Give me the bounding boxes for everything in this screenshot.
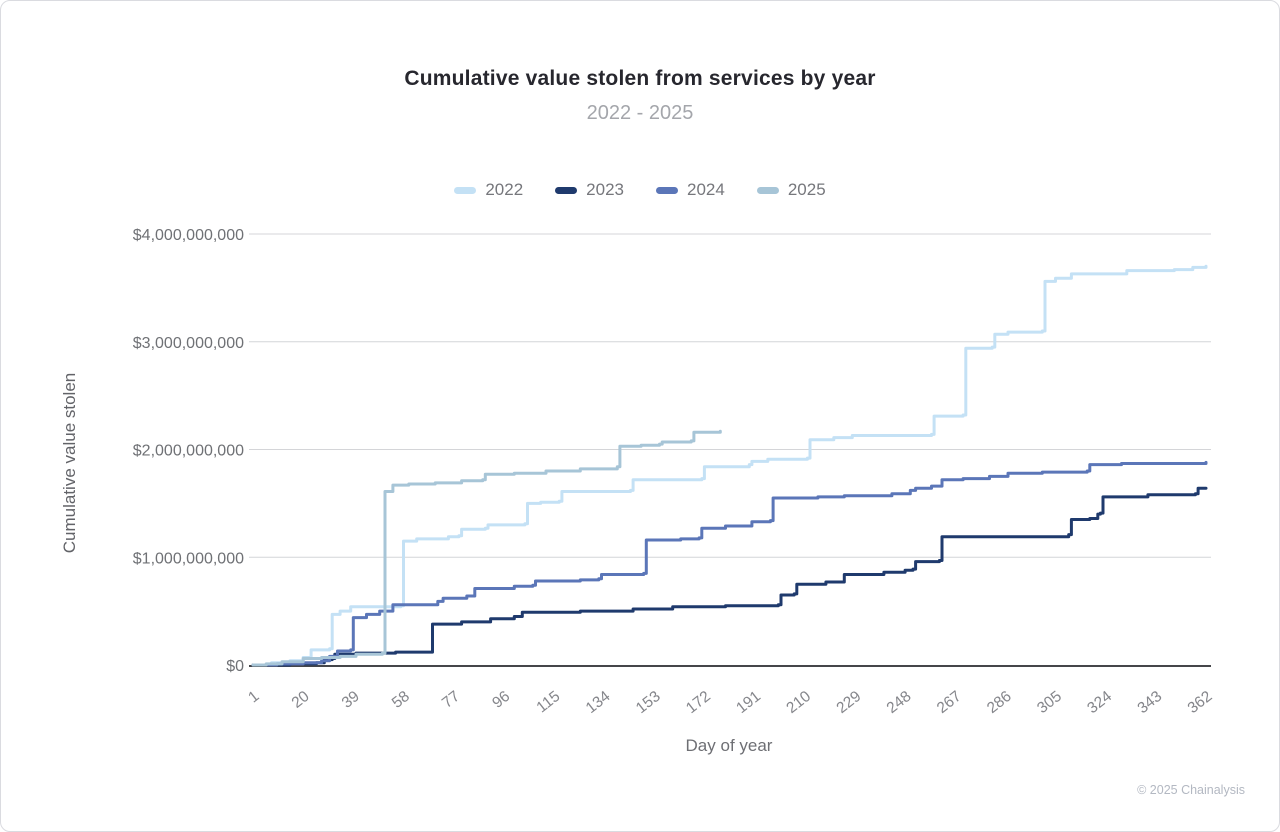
legend-item-2023[interactable]: 2023 — [555, 180, 624, 200]
y-axis-title: Cumulative value stolen — [60, 372, 79, 554]
x-tick-label: 20 — [289, 688, 313, 712]
y-tick-label: $1,000,000,000 — [133, 550, 244, 567]
x-tick-label: 362 — [1185, 688, 1216, 717]
x-tick-label: 96 — [489, 688, 513, 712]
x-tick-label: 77 — [439, 688, 463, 712]
x-tick-label: 153 — [633, 688, 664, 717]
x-tick-label: 115 — [533, 688, 563, 717]
y-tick-label: $3,000,000,000 — [133, 335, 244, 352]
legend-swatch-icon — [555, 186, 578, 194]
x-tick-label: 1 — [245, 688, 262, 707]
y-tick-label: $0 — [226, 658, 244, 675]
legend-swatch-icon — [656, 186, 678, 194]
x-tick-label: 58 — [389, 688, 413, 712]
legend-swatch-icon — [756, 186, 779, 194]
x-axis-title: Day of year — [685, 736, 773, 755]
y-tick-label: $4,000,000,000 — [133, 227, 244, 244]
series-line-2024 — [251, 460, 1208, 667]
x-tick-label: 324 — [1084, 688, 1115, 718]
chart-subtitle: 2022 - 2025 — [586, 102, 694, 124]
y-tick-label: $2,000,000,000 — [133, 443, 244, 460]
x-tick-label: 172 — [683, 688, 714, 717]
legend-label: 2022 — [485, 180, 524, 199]
series-line-2025 — [251, 429, 722, 667]
x-tick-label: 267 — [934, 688, 965, 717]
x-tick-label: 343 — [1134, 688, 1165, 717]
series-line-2023 — [251, 486, 1208, 667]
legend: 2022 2023 2024 2025 — [1, 180, 1279, 200]
legend-swatch-icon — [454, 186, 477, 194]
copyright-notice: © 2025 Chainalysis — [1137, 783, 1245, 797]
legend-item-2025[interactable]: 2025 — [756, 180, 826, 200]
x-tick-label: 210 — [783, 688, 814, 718]
legend-label: 2025 — [787, 180, 826, 199]
x-tick-label: 134 — [583, 688, 614, 718]
x-tick-label: 305 — [1034, 688, 1065, 717]
legend-label: 2023 — [586, 180, 624, 199]
legend-item-2022[interactable]: 2022 — [454, 180, 523, 200]
x-tick-label: 191 — [733, 688, 764, 717]
legend-item-2024[interactable]: 2024 — [656, 180, 725, 200]
x-tick-label: 286 — [984, 688, 1015, 717]
chart-title: Cumulative value stolen from services by… — [404, 67, 876, 90]
series-line-2022 — [251, 264, 1208, 667]
x-tick-label: 39 — [339, 688, 363, 712]
legend-label: 2024 — [687, 180, 725, 199]
x-tick-label: 229 — [834, 688, 865, 717]
x-tick-label: 248 — [884, 688, 915, 717]
